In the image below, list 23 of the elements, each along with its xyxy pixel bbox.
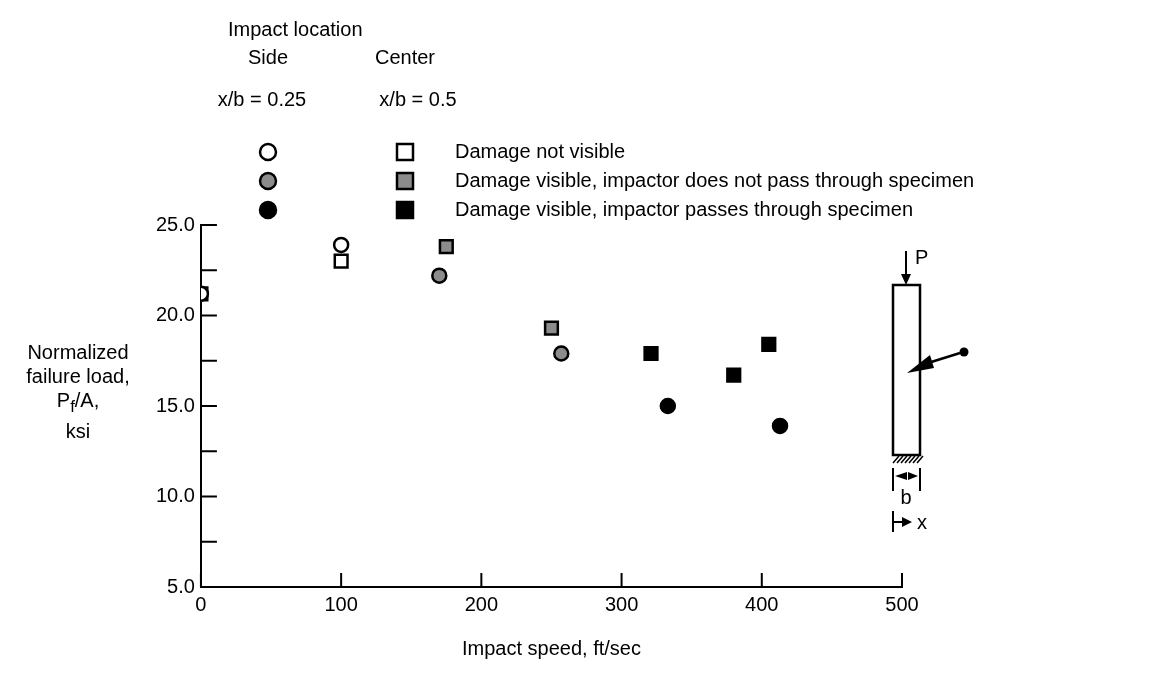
legend-label: Damage visible, impactor passes through specimen <box>455 197 913 220</box>
y-tick-label: 15.0 <box>155 393 195 416</box>
text: Center <box>374 45 436 68</box>
y-tick-label: 10.0 <box>155 484 195 507</box>
x-tick-label: 500 <box>885 592 919 615</box>
x-axis-title: Impact speed, ft/sec <box>461 636 641 659</box>
text: x/b = 0.5 <box>379 87 457 110</box>
y-tick-label: 25.0 <box>155 212 195 235</box>
specimen-diagram: P b x <box>860 236 990 536</box>
x-tick-label: 300 <box>604 592 639 615</box>
legend-label: Damage not visible <box>455 139 626 162</box>
y-axis-title: Normalized failure load, P$_{f}$/A, ksi <box>25 340 131 443</box>
x-tick-label: 200 <box>464 592 499 615</box>
y-tick-label: 20.0 <box>155 303 195 326</box>
annotation: b <box>900 486 912 508</box>
x-tick-label: 0 <box>195 592 207 615</box>
x-tick-label: 100 <box>324 592 358 615</box>
text: Side <box>247 45 289 68</box>
y-tick-label: 5.0 <box>167 574 195 597</box>
x-tick-label: 400 <box>745 592 779 615</box>
legend-label: Damage visible, impactor does not pass through specimen <box>455 168 975 191</box>
legend-title: Impact location <box>228 17 363 40</box>
text: x/b = 0.25 <box>217 87 307 110</box>
